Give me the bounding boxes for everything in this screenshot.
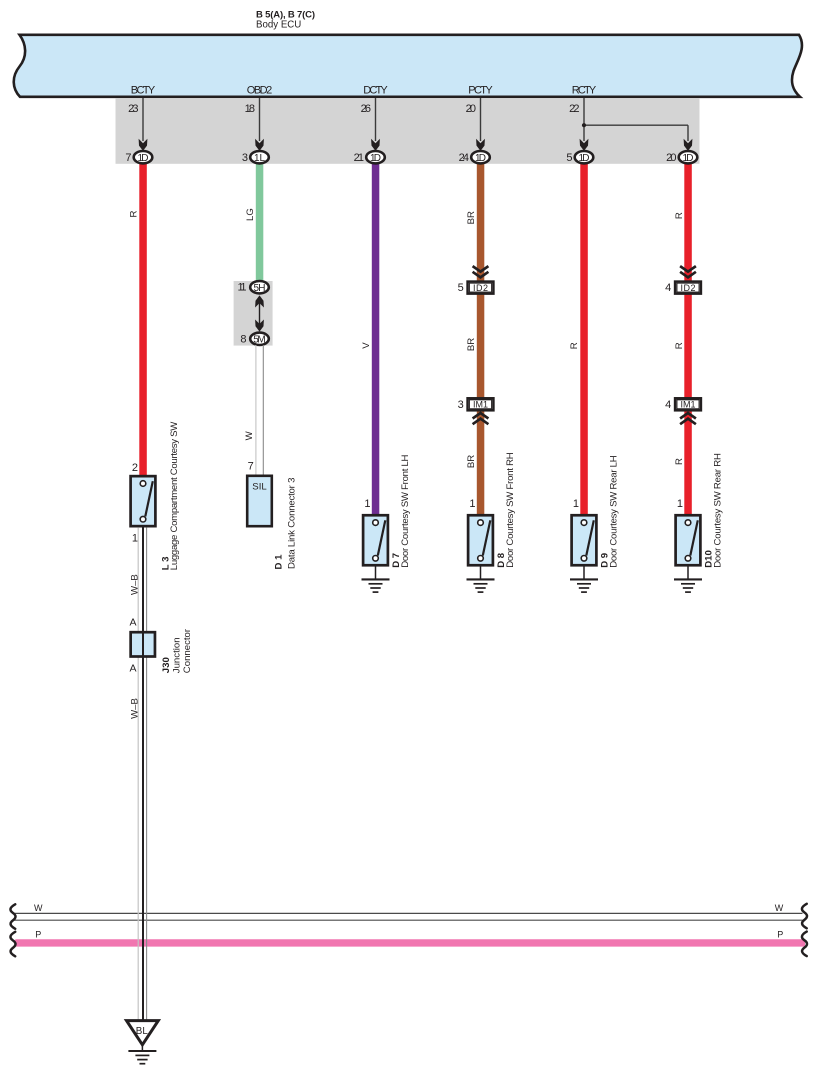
- svg-text:D 7: D 7: [391, 553, 402, 568]
- svg-text:1: 1: [469, 498, 475, 510]
- svg-text:2: 2: [132, 462, 138, 474]
- svg-text:Door Courtesy SW Front LH: Door Courtesy SW Front LH: [400, 454, 411, 567]
- svg-text:IM1: IM1: [473, 400, 488, 410]
- svg-text:P: P: [777, 930, 783, 940]
- svg-text:P: P: [35, 930, 41, 940]
- svg-text:BR: BR: [466, 211, 477, 224]
- svg-text:DCTY: DCTY: [363, 85, 388, 97]
- svg-text:BCTY: BCTY: [131, 85, 156, 97]
- svg-text:26: 26: [361, 103, 371, 115]
- svg-text:1D: 1D: [579, 153, 590, 164]
- svg-text:Door Courtesy SW Rear RH: Door Courtesy SW Rear RH: [712, 453, 723, 568]
- svg-text:IM1: IM1: [681, 400, 696, 410]
- svg-text:D 1: D 1: [274, 554, 285, 570]
- svg-text:1: 1: [677, 498, 683, 510]
- svg-text:RCTY: RCTY: [572, 85, 597, 97]
- svg-text:Luggage Compartment Courtesy S: Luggage Compartment Courtesy SW: [169, 421, 180, 570]
- svg-text:1D: 1D: [138, 153, 149, 164]
- svg-text:BR: BR: [466, 338, 477, 351]
- svg-text:R: R: [674, 342, 685, 349]
- svg-text:18: 18: [245, 103, 255, 115]
- svg-text:1D: 1D: [370, 153, 381, 164]
- svg-text:W–B: W–B: [130, 574, 141, 595]
- svg-text:Body ECU: Body ECU: [256, 19, 301, 30]
- svg-text:4: 4: [665, 399, 671, 411]
- svg-text:R: R: [674, 212, 685, 219]
- svg-text:OBD2: OBD2: [247, 85, 273, 97]
- svg-text:BR: BR: [466, 455, 477, 468]
- svg-text:LG: LG: [245, 208, 256, 221]
- svg-text:Door Courtesy SW Front RH: Door Courtesy SW Front RH: [505, 452, 516, 568]
- svg-text:B 5(A), B 7(C): B 5(A), B 7(C): [256, 10, 315, 21]
- svg-text:3: 3: [458, 399, 464, 411]
- svg-text:1D: 1D: [475, 153, 486, 164]
- svg-text:5: 5: [458, 282, 464, 294]
- svg-text:W: W: [34, 903, 43, 913]
- svg-text:1D: 1D: [683, 153, 694, 164]
- svg-text:Data Link Connector 3: Data Link Connector 3: [286, 478, 297, 570]
- svg-text:1L: 1L: [254, 153, 265, 164]
- svg-text:7: 7: [125, 152, 131, 164]
- svg-text:J30: J30: [161, 657, 172, 673]
- svg-text:11: 11: [238, 282, 247, 294]
- svg-text:20: 20: [466, 103, 476, 115]
- svg-text:1: 1: [132, 532, 138, 544]
- svg-text:7: 7: [248, 460, 254, 472]
- svg-text:4: 4: [665, 282, 671, 294]
- svg-text:20: 20: [666, 152, 676, 164]
- svg-text:D10: D10: [704, 550, 715, 568]
- svg-text:21: 21: [354, 152, 364, 164]
- svg-text:R: R: [569, 342, 580, 349]
- svg-text:1: 1: [364, 498, 370, 510]
- svg-text:V: V: [361, 342, 372, 349]
- svg-text:Door Courtesy SW Rear LH: Door Courtesy SW Rear LH: [608, 455, 619, 568]
- svg-text:ID2: ID2: [681, 283, 696, 293]
- svg-text:W–B: W–B: [130, 698, 141, 719]
- svg-text:R: R: [674, 458, 685, 465]
- svg-text:PCTY: PCTY: [468, 85, 493, 97]
- svg-text:5M: 5M: [253, 334, 266, 345]
- svg-text:D 9: D 9: [600, 553, 611, 568]
- svg-text:W: W: [775, 903, 784, 913]
- svg-text:A: A: [129, 663, 136, 675]
- svg-text:SIL: SIL: [252, 482, 267, 493]
- svg-text:8: 8: [240, 333, 246, 345]
- svg-text:ID2: ID2: [473, 283, 488, 293]
- svg-text:22: 22: [569, 103, 579, 115]
- svg-text:23: 23: [128, 103, 138, 115]
- svg-text:3: 3: [242, 152, 248, 164]
- svg-text:1: 1: [573, 498, 579, 510]
- svg-text:BL: BL: [136, 1026, 149, 1037]
- svg-text:Connector: Connector: [182, 628, 193, 673]
- svg-text:Junction: Junction: [172, 637, 183, 673]
- svg-text:A: A: [129, 617, 136, 629]
- svg-text:R: R: [129, 210, 140, 217]
- svg-text:W: W: [244, 430, 255, 440]
- svg-text:5: 5: [566, 152, 572, 164]
- svg-text:24: 24: [459, 152, 469, 164]
- svg-text:D 8: D 8: [496, 552, 507, 568]
- svg-text:5H: 5H: [254, 283, 266, 294]
- svg-text:L 3: L 3: [160, 556, 171, 570]
